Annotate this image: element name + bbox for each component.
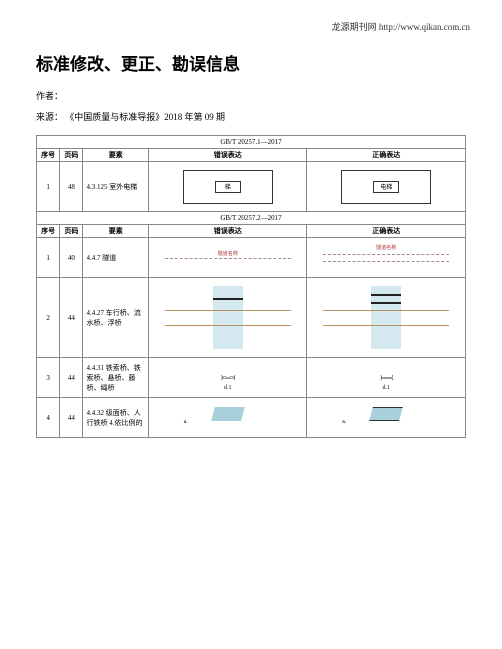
rail-sub-label: d.1 (382, 385, 390, 391)
cell-page: 40 (60, 238, 83, 278)
bridge-water-band (213, 286, 243, 349)
header-link: 龙源期刊网 http://www.qikan.com.cn (332, 20, 470, 33)
source-line: 来源： 《中国质量与标准导报》2018 年第 09 期 (36, 110, 466, 123)
cell-wrong-fig: 隧道名称 (148, 238, 306, 278)
standard-2-header: GB/T 20257.2—2017 (37, 212, 466, 225)
col-wrong: 错误表达 (148, 225, 306, 238)
ped-sub-label: a. (342, 419, 346, 425)
bridge-bar (371, 302, 401, 304)
bridge-bar (213, 298, 243, 300)
cell-correct-fig: 电梯 (307, 162, 466, 212)
pedestrian-bridge-shape (211, 407, 245, 421)
col-correct: 正确表达 (307, 149, 466, 162)
table-row: 1 48 4.3.125 室外电梯 梯 电梯 (37, 162, 466, 212)
tunnel-label: 隧道名称 (376, 244, 396, 251)
page-content: 标准修改、更正、勘误信息 作者： 来源： 《中国质量与标准导报》2018 年第 … (0, 0, 502, 438)
cell-correct-fig (307, 278, 466, 358)
col-correct: 正确表达 (307, 225, 466, 238)
bridge-road-line (323, 310, 449, 311)
bridge-road-line (323, 325, 449, 326)
cell-seq: 2 (37, 278, 60, 358)
col-element: 要素 (83, 225, 149, 238)
source-prefix: 来源： (36, 112, 63, 122)
col-wrong: 错误表达 (148, 149, 306, 162)
col-element: 要素 (83, 149, 149, 162)
table-row: 1 40 4.4.7 隧道 隧道名称 隧道名称 (37, 238, 466, 278)
site-url: http://www.qikan.com.cn (379, 22, 470, 32)
cell-wrong-fig: ⟩⊂═⊃⟨ d.1 (148, 358, 306, 398)
cell-page: 48 (60, 162, 83, 212)
errata-table: GB/T 20257.1—2017 序号 页码 要素 错误表达 正确表达 1 4… (36, 135, 466, 438)
col-seq: 序号 (37, 225, 60, 238)
cell-page: 44 (60, 398, 83, 438)
tunnel-label: 隧道名称 (218, 250, 238, 257)
rail-bridge-symbol: ⟩═══⟨ (380, 374, 392, 381)
cell-correct-fig: a. (307, 398, 466, 438)
cell-wrong-fig (148, 278, 306, 358)
ped-sub-label: a. (184, 419, 188, 425)
cell-correct-fig: 隧道名称 (307, 238, 466, 278)
pedestrian-bridge-shape (369, 407, 403, 421)
cell-element: 4.4.27 车行桥、流水桥、浮桥 (83, 278, 149, 358)
col-page: 页码 (60, 225, 83, 238)
cell-wrong-fig: a. (148, 398, 306, 438)
table-header-row: 序号 页码 要素 错误表达 正确表达 (37, 149, 466, 162)
table-row: 2 44 4.4.27 车行桥、流水桥、浮桥 (37, 278, 466, 358)
cell-element: 4.4.31 铁索桥、铁索桥、悬桥、藤桥、绳桥 (83, 358, 149, 398)
col-seq: 序号 (37, 149, 60, 162)
elevator-outer-rect: 电梯 (341, 170, 431, 204)
rail-sub-label: d.1 (224, 385, 232, 391)
cell-element: 4.3.125 室外电梯 (83, 162, 149, 212)
cell-page: 44 (60, 278, 83, 358)
author-line: 作者： (36, 89, 466, 102)
bridge-bar (371, 294, 401, 296)
table-header-row: 序号 页码 要素 错误表达 正确表达 (37, 225, 466, 238)
cell-element: 4.4.7 隧道 (83, 238, 149, 278)
cell-seq: 1 (37, 162, 60, 212)
elevator-inner-rect: 梯 (215, 181, 241, 193)
bridge-road-line (165, 325, 291, 326)
table-row: 3 44 4.4.31 铁索桥、铁索桥、悬桥、藤桥、绳桥 ⟩⊂═⊃⟨ d.1 ⟩… (37, 358, 466, 398)
col-page: 页码 (60, 149, 83, 162)
cell-page: 44 (60, 358, 83, 398)
cell-seq: 1 (37, 238, 60, 278)
tunnel-line (323, 261, 449, 262)
bridge-road-line (165, 310, 291, 311)
cell-wrong-fig: 梯 (148, 162, 306, 212)
tunnel-line (323, 254, 449, 255)
source-text: 《中国质量与标准导报》2018 年第 09 期 (65, 112, 225, 122)
elevator-outer-rect: 梯 (183, 170, 273, 204)
page-title: 标准修改、更正、勘误信息 (36, 50, 466, 75)
cell-element: 4.4.32 级面桥、人行铁桥 4.依比例的 (83, 398, 149, 438)
table-row: 4 44 4.4.32 级面桥、人行铁桥 4.依比例的 a. a. (37, 398, 466, 438)
cell-seq: 4 (37, 398, 60, 438)
rail-bridge-symbol: ⟩⊂═⊃⟨ (221, 374, 235, 381)
cell-correct-fig: ⟩═══⟨ d.1 (307, 358, 466, 398)
cell-seq: 3 (37, 358, 60, 398)
site-name: 龙源期刊网 (332, 22, 377, 32)
standard-1-header: GB/T 20257.1—2017 (37, 136, 466, 149)
tunnel-line (165, 258, 291, 259)
elevator-inner-rect: 电梯 (373, 181, 399, 193)
